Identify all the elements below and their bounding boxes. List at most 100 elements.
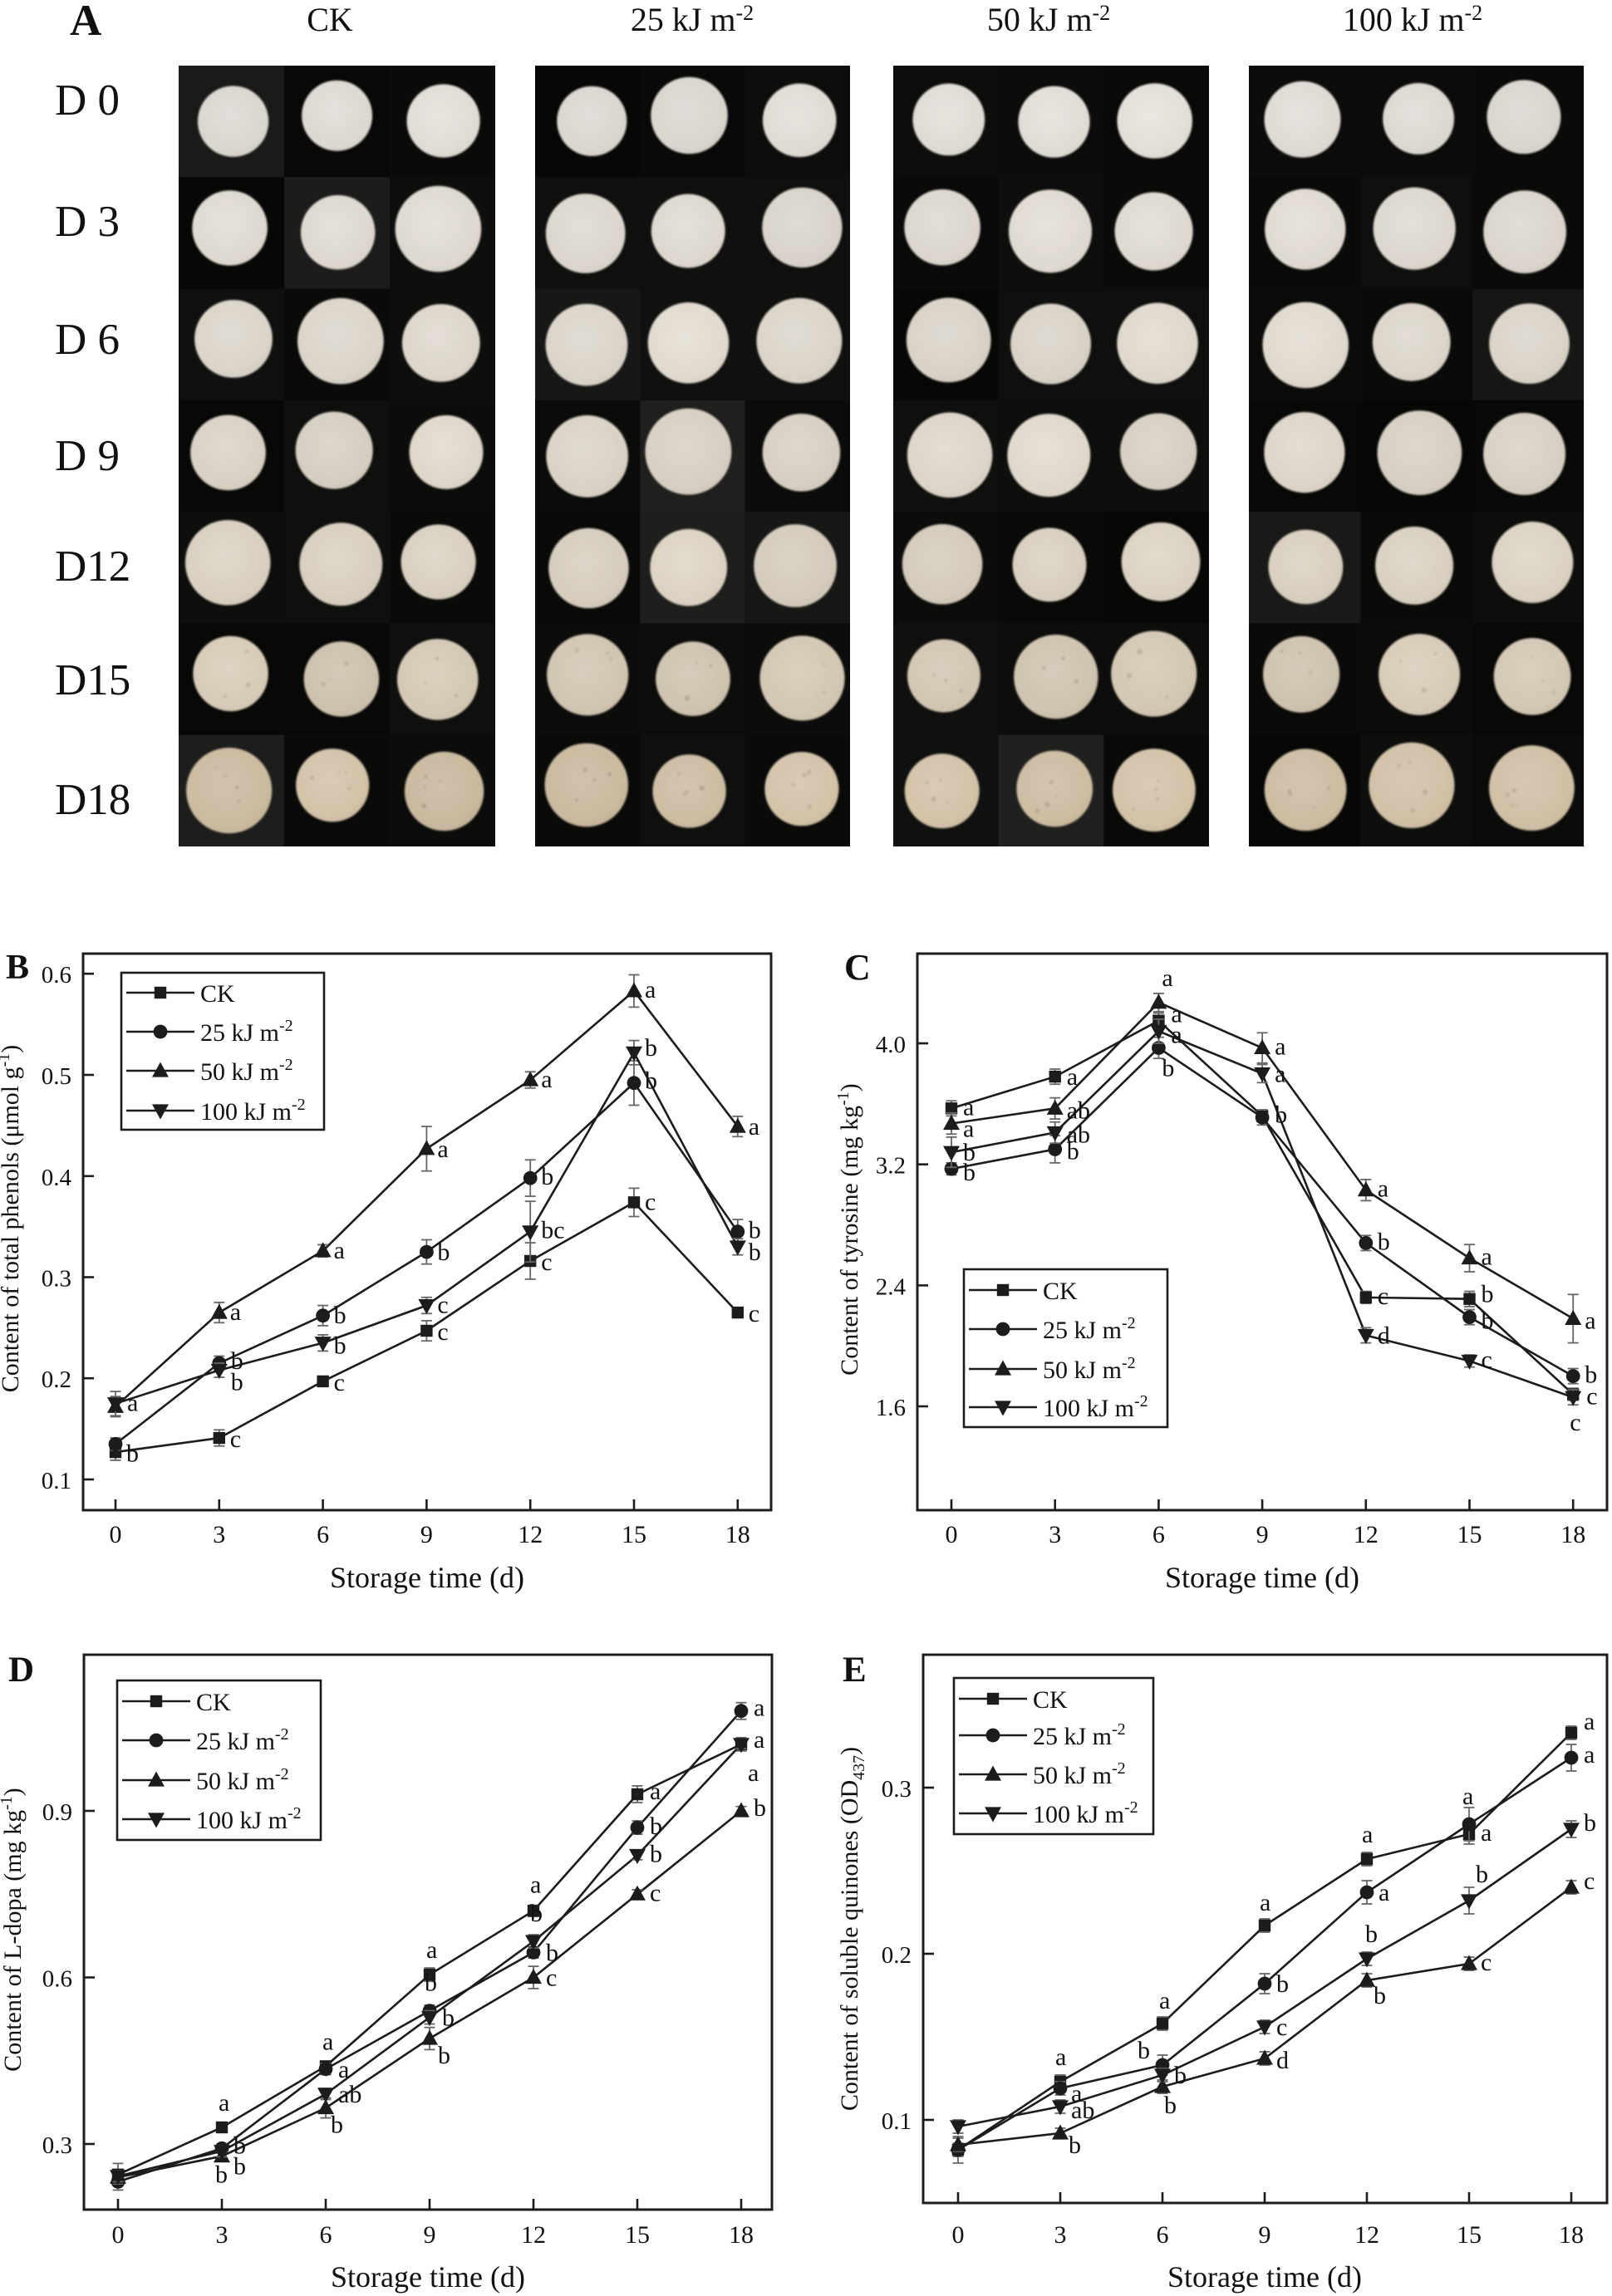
svg-text:b: b: [963, 1139, 976, 1166]
svg-text:a: a: [963, 1093, 974, 1121]
svg-text:Storage time (d): Storage time (d): [330, 1561, 524, 1594]
svg-text:a: a: [1055, 2043, 1066, 2071]
svg-text:c: c: [1482, 1346, 1492, 1373]
svg-text:b: b: [1374, 1982, 1386, 2009]
svg-text:0.6: 0.6: [42, 962, 71, 989]
svg-text:b: b: [334, 1332, 346, 1360]
svg-text:a: a: [1584, 1708, 1595, 1735]
svg-text:b: b: [645, 1034, 657, 1062]
svg-text:a: a: [127, 1390, 138, 1417]
svg-text:15: 15: [1457, 2221, 1482, 2249]
svg-text:a: a: [1159, 1987, 1170, 2014]
svg-text:a: a: [230, 1298, 241, 1326]
svg-text:a: a: [541, 1066, 552, 1093]
svg-text:25 kJ m-2: 25 kJ m-2: [200, 1017, 293, 1047]
svg-text:D15: D15: [55, 656, 130, 704]
svg-text:a: a: [322, 2028, 333, 2055]
svg-text:a: a: [1378, 1175, 1388, 1203]
svg-text:c: c: [437, 1292, 448, 1319]
svg-text:Storage time (d): Storage time (d): [1165, 1561, 1359, 1594]
svg-text:b: b: [645, 1067, 657, 1095]
svg-text:c: c: [334, 1369, 345, 1396]
svg-text:a: a: [338, 2056, 349, 2083]
svg-text:b: b: [963, 1159, 976, 1186]
svg-text:b: b: [650, 1813, 662, 1840]
svg-text:b: b: [1162, 1055, 1174, 1082]
svg-text:0: 0: [112, 2221, 125, 2249]
svg-text:1.6: 1.6: [876, 1395, 906, 1421]
svg-text:50 kJ m-2: 50 kJ m-2: [1033, 1759, 1126, 1789]
svg-text:b: b: [1138, 2037, 1150, 2064]
svg-text:b: b: [650, 1841, 662, 1868]
svg-text:bc: bc: [541, 1217, 564, 1244]
svg-text:3: 3: [1049, 1521, 1061, 1548]
svg-text:0.6: 0.6: [42, 1966, 72, 1993]
svg-text:b: b: [749, 1239, 761, 1266]
svg-text:9: 9: [1259, 2221, 1271, 2249]
svg-text:a: a: [754, 1726, 764, 1754]
svg-text:ab: ab: [1071, 2097, 1094, 2124]
svg-text:D 0: D 0: [55, 76, 120, 125]
svg-text:b: b: [331, 2112, 343, 2139]
svg-text:b: b: [541, 1163, 553, 1190]
svg-text:a: a: [1362, 1821, 1373, 1848]
svg-text:c: c: [1586, 1383, 1597, 1410]
svg-text:3: 3: [213, 1521, 225, 1548]
svg-text:ab: ab: [338, 2081, 361, 2108]
svg-text:A: A: [70, 0, 101, 45]
svg-text:D: D: [8, 1651, 34, 1690]
svg-text:18: 18: [1559, 2221, 1584, 2249]
svg-text:c: c: [1584, 1867, 1595, 1895]
svg-text:Storage time (d): Storage time (d): [1167, 2260, 1362, 2294]
svg-text:25 kJ m-2: 25 kJ m-2: [196, 1725, 289, 1755]
svg-text:a: a: [650, 1778, 661, 1805]
svg-text:0.3: 0.3: [882, 1776, 912, 1803]
svg-text:b: b: [1482, 1307, 1494, 1335]
svg-text:0.2: 0.2: [42, 1366, 71, 1393]
svg-text:B: B: [6, 949, 29, 987]
svg-text:c: c: [645, 1188, 656, 1215]
svg-text:a: a: [1462, 1783, 1473, 1810]
svg-text:D18: D18: [55, 776, 130, 824]
svg-text:D12: D12: [55, 542, 130, 591]
svg-text:6: 6: [320, 2221, 332, 2249]
svg-text:a: a: [1481, 1819, 1492, 1847]
svg-text:9: 9: [424, 2221, 436, 2249]
svg-text:100 kJ m-2: 100 kJ m-2: [196, 1804, 302, 1834]
svg-text:b: b: [231, 1347, 243, 1375]
svg-text:b: b: [233, 2132, 246, 2159]
svg-text:CK: CK: [1043, 1278, 1078, 1305]
svg-text:4.0: 4.0: [876, 1032, 906, 1058]
svg-text:a: a: [426, 1936, 437, 1964]
svg-text:b: b: [1584, 1809, 1596, 1837]
svg-text:b: b: [437, 1239, 450, 1266]
svg-text:Content of tyrosine (mg kg-1): Content of tyrosine (mg kg-1): [834, 1083, 863, 1376]
svg-text:0.1: 0.1: [882, 2108, 912, 2135]
svg-text:25 kJ m-2: 25 kJ m-2: [1033, 1720, 1126, 1750]
svg-text:0.9: 0.9: [42, 1799, 72, 1826]
svg-text:6: 6: [317, 1521, 329, 1548]
svg-text:100 kJ m-2: 100 kJ m-2: [1343, 1, 1482, 38]
svg-text:b: b: [231, 1369, 243, 1396]
svg-text:0.5: 0.5: [42, 1063, 71, 1090]
svg-text:Content of soluble quinones (O: Content of soluble quinones (OD437): [836, 1747, 868, 2111]
svg-text:C: C: [844, 947, 871, 988]
svg-text:3: 3: [216, 2221, 229, 2249]
svg-text:9: 9: [420, 1521, 433, 1548]
svg-text:c: c: [1378, 1283, 1388, 1310]
svg-text:ab: ab: [1067, 1121, 1090, 1148]
svg-text:12: 12: [1354, 1521, 1379, 1548]
svg-text:b: b: [425, 1970, 437, 1997]
svg-text:18: 18: [729, 2221, 754, 2249]
svg-text:d: d: [1378, 1322, 1390, 1350]
svg-text:c: c: [650, 1879, 661, 1906]
svg-text:c: c: [1276, 2014, 1287, 2041]
svg-text:c: c: [541, 1249, 552, 1276]
svg-text:b: b: [1276, 1970, 1289, 1998]
svg-text:b: b: [1378, 1228, 1390, 1255]
svg-text:25 kJ m-2: 25 kJ m-2: [631, 1, 754, 38]
svg-text:a: a: [1071, 2080, 1082, 2107]
svg-text:ab: ab: [1067, 1096, 1090, 1124]
svg-text:a: a: [1162, 964, 1172, 992]
svg-text:CK: CK: [307, 1, 353, 38]
